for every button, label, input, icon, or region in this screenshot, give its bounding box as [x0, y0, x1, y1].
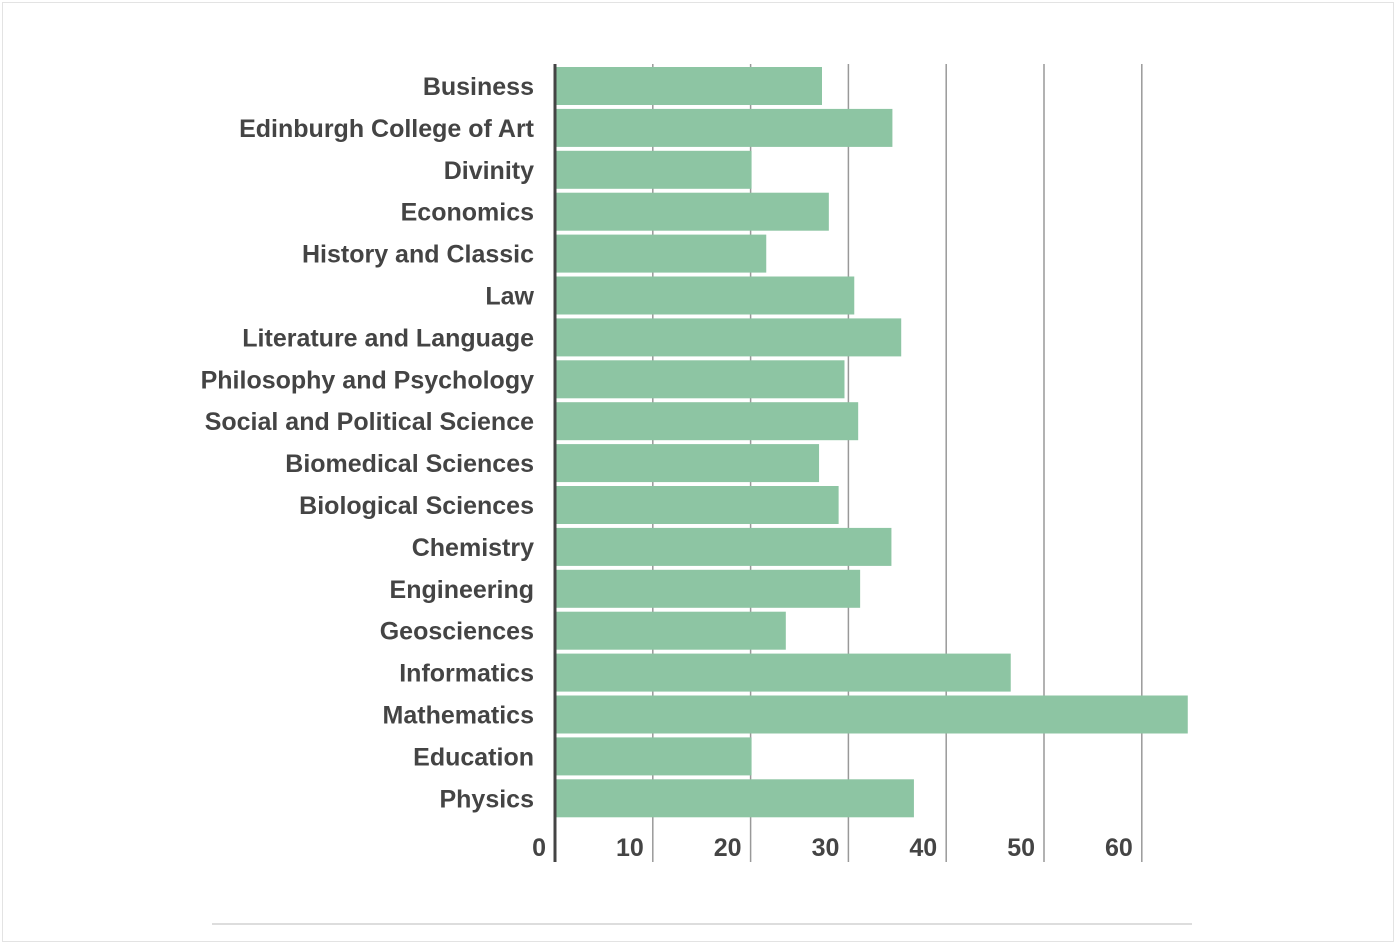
bar-mathematics — [556, 695, 1188, 734]
category-label-mathematics: Mathematics — [383, 702, 534, 730]
category-label-biomedical-sciences: Biomedical Sciences — [285, 450, 534, 478]
category-label-philosophy-and-psychology: Philosophy and Psychology — [201, 366, 534, 394]
tick-labels: 0 10 20 30 40 50 60 — [532, 834, 1133, 862]
bars — [556, 67, 1188, 818]
x-tick-label-0: 0 — [532, 834, 546, 862]
category-label-edinburgh-college-of-art: Edinburgh College of Art — [239, 115, 535, 143]
bar-economics — [556, 192, 829, 231]
category-label-business: Business — [423, 73, 534, 101]
category-label-geosciences: Geosciences — [380, 618, 534, 646]
category-label-biological-sciences: Biological Sciences — [299, 492, 534, 520]
x-tick-label-10: 10 — [616, 834, 644, 862]
category-label-physics: Physics — [439, 785, 534, 813]
bar-engineering — [556, 569, 861, 608]
bar-social-and-political-science — [556, 402, 859, 441]
bar-law — [556, 276, 855, 315]
bar-education — [556, 737, 752, 776]
x-tick-label-50: 50 — [1007, 834, 1035, 862]
category-label-social-and-political-science: Social and Political Science — [205, 408, 534, 436]
category-label-law: Law — [485, 283, 534, 311]
bar-history-and-classic — [556, 234, 767, 273]
x-tick-label-30: 30 — [812, 834, 840, 862]
category-label-informatics: Informatics — [399, 660, 534, 688]
bar-business — [556, 67, 822, 105]
x-tick-label-20: 20 — [714, 834, 742, 862]
bar-chemistry — [556, 527, 892, 566]
category-label-chemistry: Chemistry — [412, 534, 534, 562]
category-label-divinity: Divinity — [444, 157, 534, 185]
category-label-education: Education — [413, 743, 534, 771]
category-label-history-and-classic: History and Classic — [302, 241, 534, 269]
footer-divider — [212, 923, 1192, 925]
x-tick-label-40: 40 — [909, 834, 937, 862]
bar-geosciences — [556, 611, 786, 650]
category-labels: Business Edinburgh College of Art Divinity… — [201, 73, 535, 813]
bar-biomedical-sciences — [556, 444, 820, 483]
bar-informatics — [556, 653, 1011, 692]
bar-physics — [556, 779, 914, 818]
bar-philosophy-and-psychology — [556, 360, 845, 399]
category-label-literature-and-language: Literature and Language — [242, 324, 534, 352]
bar-edinburgh-college-of-art — [556, 108, 893, 147]
bar-biological-sciences — [556, 486, 839, 524]
x-tick-label-60: 60 — [1105, 834, 1133, 862]
category-label-engineering: Engineering — [390, 576, 534, 604]
bar-literature-and-language — [556, 318, 902, 357]
bar-divinity — [556, 150, 752, 189]
category-label-economics: Economics — [401, 199, 534, 227]
